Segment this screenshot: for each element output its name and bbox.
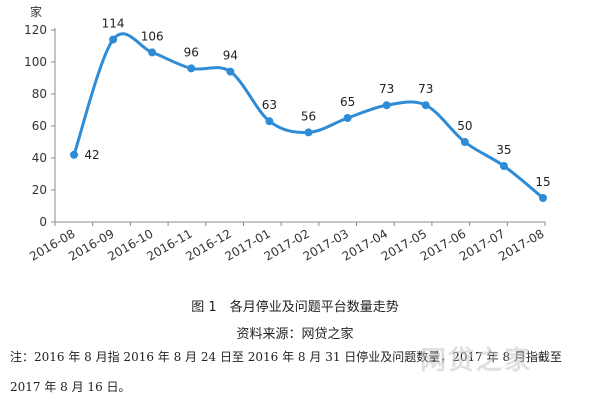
data-point	[226, 67, 235, 76]
y-tick-label: 100	[24, 55, 47, 69]
data-point	[382, 101, 391, 110]
data-point	[421, 101, 430, 110]
data-label: 15	[535, 175, 550, 189]
data-label: 63	[262, 98, 277, 112]
line-chart: 020406080100120家2016-082016-092016-10201…	[24, 4, 551, 264]
data-label: 65	[340, 95, 355, 109]
data-label: 42	[84, 148, 99, 162]
data-label: 73	[418, 82, 433, 96]
y-tick-label: 80	[32, 87, 47, 101]
y-tick-label: 0	[39, 215, 47, 229]
data-label: 56	[301, 109, 316, 123]
y-tick-label: 120	[24, 23, 47, 37]
y-tick-label: 20	[32, 183, 47, 197]
data-point	[148, 48, 157, 57]
data-label: 96	[184, 45, 199, 59]
watermark-logo: 网贷之家	[420, 346, 533, 376]
data-point	[70, 150, 78, 159]
data-point	[109, 35, 118, 44]
data-label: 35	[496, 143, 511, 157]
data-label: 114	[102, 17, 125, 31]
y-axis-unit-label: 家	[30, 4, 42, 19]
y-tick-label: 40	[32, 151, 47, 165]
data-point	[539, 194, 547, 202]
data-point	[304, 128, 313, 137]
data-label: 73	[379, 82, 394, 96]
footnote: 注：2016 年 8 月指 2016 年 8 月 24 日至 2016 年 8 …	[10, 350, 562, 394]
data-point	[460, 138, 469, 146]
data-point	[499, 162, 508, 170]
data-point	[187, 64, 196, 73]
data-point	[343, 114, 352, 122]
y-tick-label: 60	[32, 119, 47, 133]
figure-caption: 图 1 各月停业及问题平台数量走势	[191, 300, 399, 315]
data-point	[265, 117, 274, 126]
data-label: 106	[141, 29, 164, 43]
data-label: 50	[457, 119, 472, 133]
data-label: 94	[223, 49, 238, 63]
source-caption: 资料来源：网贷之家	[236, 327, 354, 342]
